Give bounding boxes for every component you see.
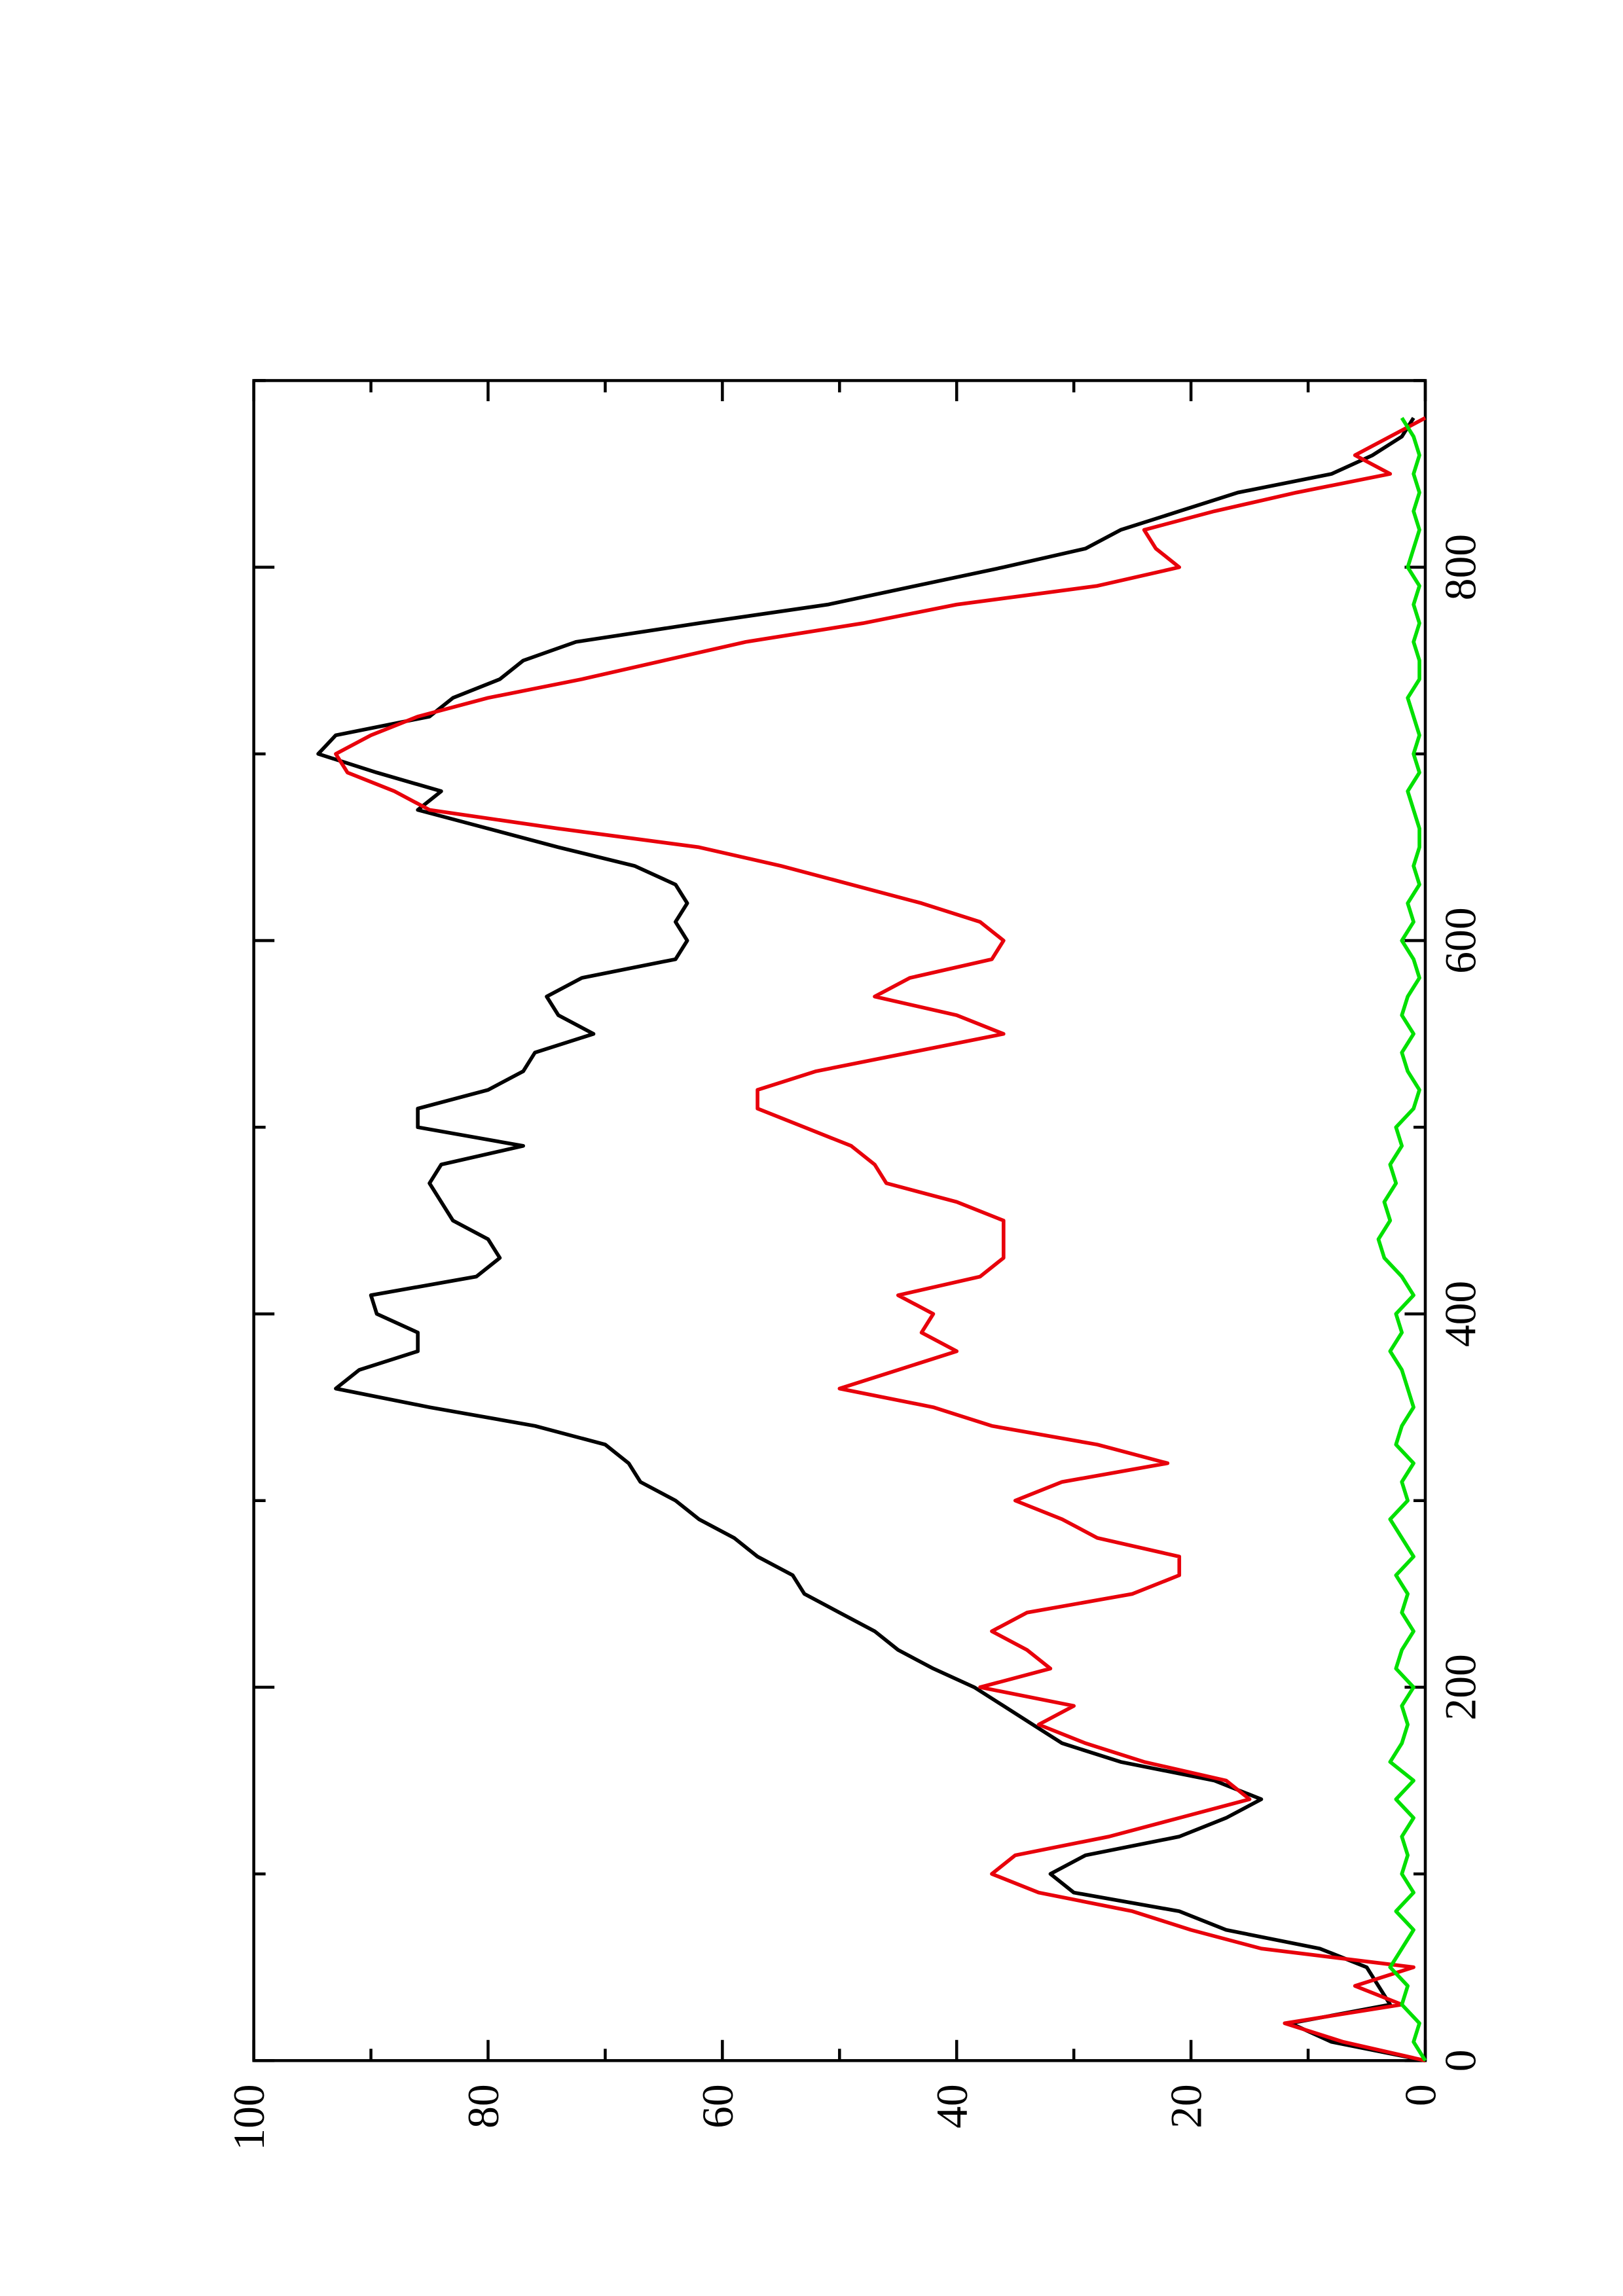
y-tick-label: 100 — [225, 2084, 274, 2150]
y-tick-label: 60 — [693, 2084, 742, 2128]
y-tick-label: 40 — [928, 2084, 977, 2128]
line-series — [334, 416, 1427, 2063]
y-tick-label: 0 — [1396, 2084, 1446, 2106]
x-tick-label: 0 — [1436, 2049, 1485, 2072]
line-series — [1376, 416, 1427, 2062]
x-tick-label: 400 — [1436, 1281, 1485, 1347]
line-series — [316, 416, 1426, 2063]
x-tick-label: 200 — [1436, 1654, 1485, 1720]
x-tick-label: 600 — [1436, 907, 1485, 973]
y-tick-label: 80 — [459, 2084, 508, 2128]
plot-frame — [252, 379, 1427, 2062]
x-tick-label: 800 — [1436, 534, 1485, 600]
y-tick-label: 20 — [1162, 2084, 1211, 2128]
